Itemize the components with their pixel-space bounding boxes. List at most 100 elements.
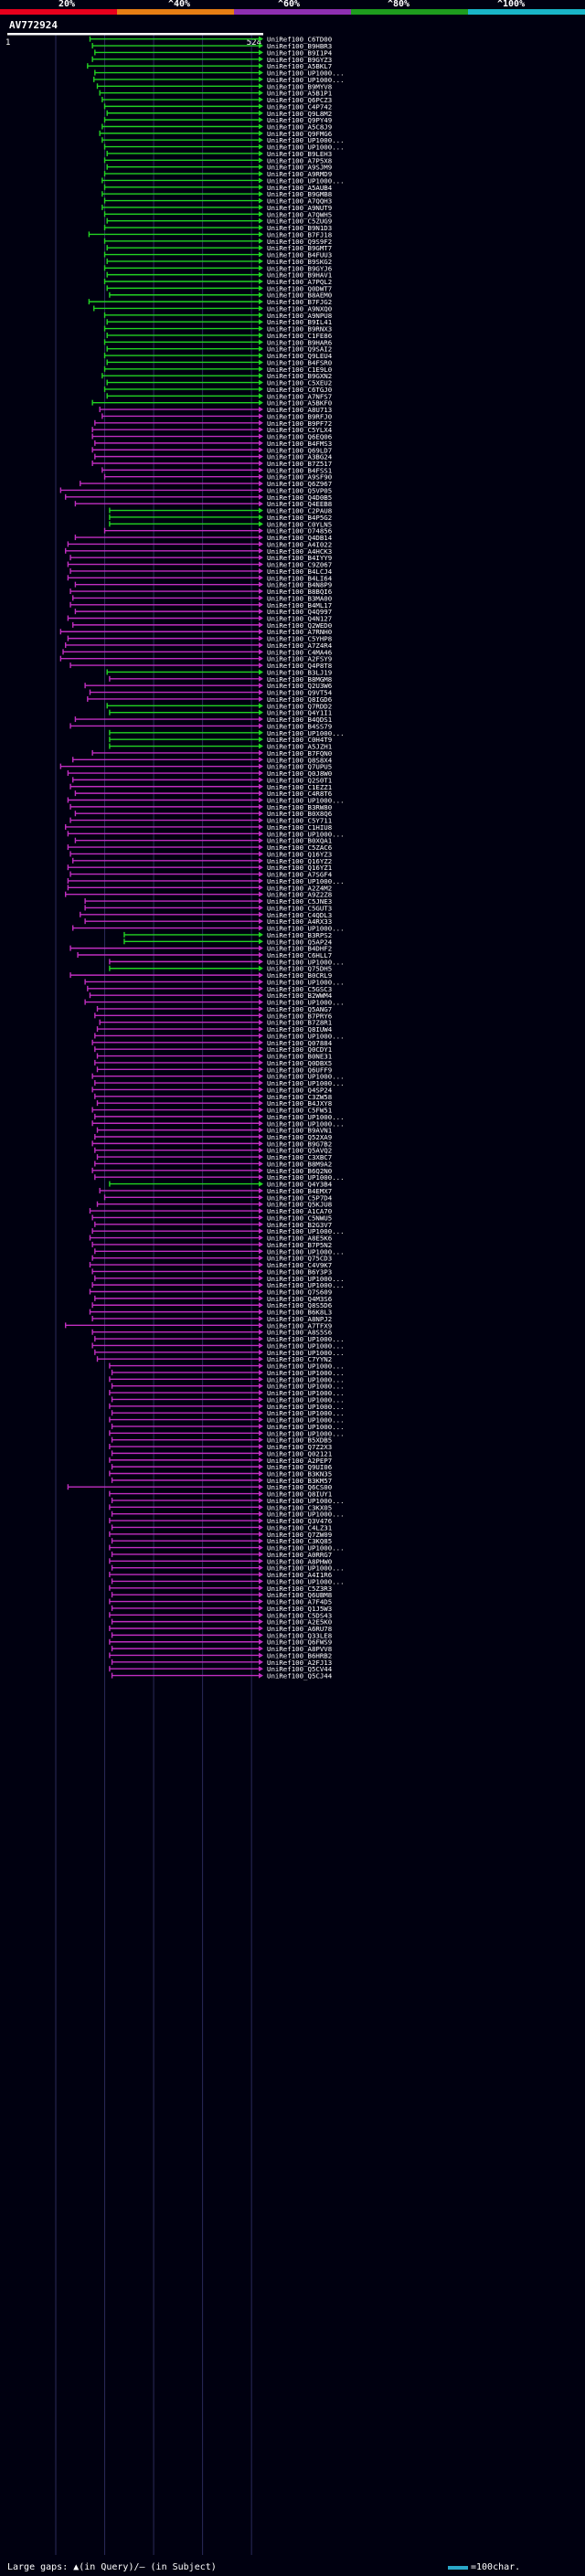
hit-end-arrow: [259, 1497, 263, 1503]
hit-end-arrow: [259, 1383, 263, 1389]
hit-label: UniRef100_A4RX33: [267, 917, 332, 926]
legend-label-80: ^80%: [388, 0, 410, 9]
hit-end-arrow: [259, 588, 263, 595]
hit-label: UniRef100_C5YHP8: [267, 635, 332, 643]
hit-label: UniRef100_B3KN35: [267, 1469, 332, 1478]
hit-end-arrow: [259, 1618, 263, 1625]
hit-label: UniRef100_A5AUB4: [267, 184, 333, 192]
hit-end-arrow: [259, 319, 263, 325]
hit-end-arrow: [259, 905, 263, 911]
hit-label: UniRef100_B4ML17: [267, 601, 332, 610]
hit-label: UniRef100_C5ZAC6: [267, 843, 332, 852]
hit-label: UniRef100_B9MYV8: [267, 82, 332, 90]
hit-end-arrow: [259, 709, 263, 716]
hit-label: UniRef100_C0H4T9: [267, 736, 332, 744]
hit-label: UniRef100_A2PEP7: [267, 1457, 332, 1465]
hit-label: UniRef100_B4SS79: [267, 722, 332, 730]
hit-end-arrow: [259, 1362, 263, 1369]
hit-label: UniRef100_A7QWH5: [267, 210, 332, 218]
hit-end-arrow: [259, 669, 263, 675]
hit-end-arrow: [259, 1592, 263, 1598]
hit-end-arrow: [259, 238, 263, 244]
hit-end-arrow: [259, 339, 263, 345]
hit-label: UniRef100_B0NE31: [267, 1053, 332, 1061]
hit-label: UniRef100_UP1000...: [267, 1409, 345, 1417]
hit-label: UniRef100_B7P5N2: [267, 1241, 332, 1249]
hit-label: UniRef100_A5C8J9: [267, 122, 332, 131]
hit-label: UniRef100_A7NFS7: [267, 392, 332, 400]
hit-end-arrow: [259, 831, 263, 837]
hit-end-arrow: [259, 1410, 263, 1416]
hit-label: UniRef100_Q6FWS9: [267, 1638, 332, 1647]
hit-end-arrow: [259, 1187, 263, 1193]
hit-label: UniRef100_A8NPJ2: [267, 1315, 332, 1323]
hit-label: UniRef100_Q5CV44: [267, 1665, 333, 1673]
hit-label: UniRef100_C4P742: [267, 102, 332, 111]
hit-end-arrow: [259, 251, 263, 258]
hit-label: UniRef100_Q8IUY1: [267, 1490, 332, 1499]
hit-label: UniRef100_B7FQN0: [267, 749, 332, 758]
hit-label: UniRef100_Q02121: [267, 1449, 332, 1458]
hit-label: UniRef100_Q6CS00: [267, 1483, 332, 1491]
hit-end-arrow: [259, 649, 263, 655]
hit-label: UniRef100_C0YLN5: [267, 520, 332, 528]
hit-end-arrow: [259, 1605, 263, 1611]
hit-end-arrow: [259, 918, 263, 925]
hit-end-arrow: [259, 1578, 263, 1585]
hit-end-arrow: [259, 1194, 263, 1201]
hit-end-arrow: [259, 877, 263, 884]
hit-label: UniRef100_B4N8P9: [267, 581, 332, 589]
hit-label: UniRef100_B7Z8R1: [267, 1019, 332, 1027]
hit-label: UniRef100_B9HBR3: [267, 42, 332, 50]
hit-end-arrow: [259, 621, 263, 628]
hit-end-arrow: [259, 1073, 263, 1079]
hit-end-arrow: [259, 379, 263, 386]
hit-label: UniRef100_C5NWU5: [267, 1214, 332, 1222]
hit-end-arrow: [259, 481, 263, 487]
hit-label: UniRef100_B8BQI6: [267, 588, 332, 596]
hit-end-arrow: [259, 1666, 263, 1672]
hit-end-arrow: [259, 1450, 263, 1457]
hit-label: UniRef100_Q75CD3: [267, 1255, 332, 1263]
hit-end-arrow: [259, 535, 263, 541]
hit-label: UniRef100_Q6PCZ3: [267, 96, 332, 104]
legend-bar-purple: [234, 9, 351, 15]
hit-end-arrow: [259, 427, 263, 433]
hit-end-arrow: [259, 635, 263, 641]
hit-label: UniRef100_B4QDS1: [267, 716, 332, 724]
hit-end-arrow: [259, 641, 263, 648]
hit-label: UniRef100_A4I022: [267, 540, 332, 548]
hit-label: UniRef100_B0XQA1: [267, 837, 332, 845]
hit-label: UniRef100_B6K8L3: [267, 1309, 332, 1317]
hit-end-arrow: [259, 171, 263, 177]
legend-label-20: 20%: [58, 0, 76, 9]
hit-label: UniRef100_Q69LD7: [267, 446, 332, 454]
hit-end-arrow: [259, 1221, 263, 1227]
hit-label: UniRef100_Q7Z2X3: [267, 1443, 332, 1451]
hit-label: UniRef100_Q9S9F2: [267, 238, 332, 246]
hit-end-arrow: [259, 110, 263, 116]
hit-label: UniRef100_Q5CJ44: [267, 1672, 333, 1680]
hit-end-arrow: [259, 1659, 263, 1665]
hit-end-arrow: [259, 864, 263, 871]
hit-end-arrow: [259, 225, 263, 231]
hit-label: UniRef100_A5B1P1: [267, 90, 332, 98]
hit-end-arrow: [259, 1161, 263, 1167]
hit-end-arrow: [259, 1632, 263, 1638]
hit-label: UniRef100_B7FJG2: [267, 298, 332, 306]
hit-end-arrow: [259, 1309, 263, 1315]
hit-end-arrow: [259, 433, 263, 440]
scale-label: =100char.: [471, 2562, 521, 2572]
hit-end-arrow: [259, 777, 263, 783]
hit-label: UniRef100_Q16YZ3: [267, 850, 332, 858]
hit-label: UniRef100_UP1000...: [267, 176, 345, 185]
hit-end-arrow: [259, 299, 263, 305]
hit-label: UniRef100_B3LJ19: [267, 668, 332, 676]
hit-label: UniRef100_Q7S609: [267, 1288, 332, 1297]
hit-end-arrow: [259, 1504, 263, 1511]
hit-end-arrow: [259, 992, 263, 999]
hit-end-arrow: [259, 1511, 263, 1517]
hit-label: UniRef100_C5XEU2: [267, 379, 332, 387]
query-id: AV772924: [9, 19, 58, 31]
hit-end-arrow: [259, 1544, 263, 1551]
